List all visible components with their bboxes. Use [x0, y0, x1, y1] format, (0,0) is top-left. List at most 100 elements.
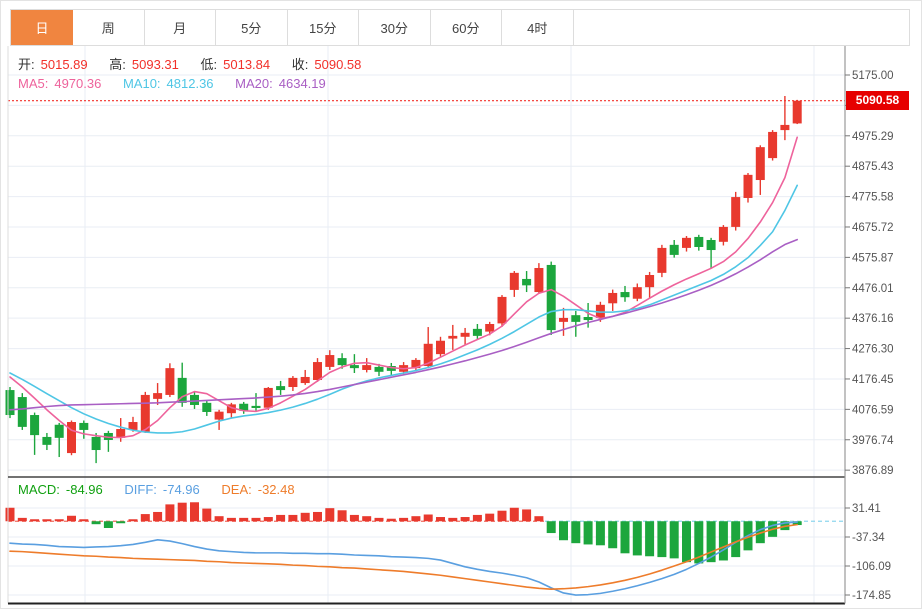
macd-histogram-bar — [497, 510, 507, 522]
tab-日[interactable]: 日 — [11, 10, 73, 45]
tab-4时[interactable]: 4时 — [502, 10, 574, 45]
ohlc-readout: 开: 5015.89 高: 5093.31 低: 5013.84 收: 5090.58 — [18, 54, 367, 73]
tab-周[interactable]: 周 — [73, 10, 145, 45]
macd-histogram-bar — [718, 521, 728, 561]
candle-body — [337, 358, 347, 366]
candle-body — [669, 244, 679, 255]
candle-body — [645, 274, 655, 288]
candle-body — [768, 131, 778, 159]
candle-body — [472, 328, 482, 336]
candle-body — [694, 236, 704, 247]
candle-body — [165, 368, 175, 395]
tab-30分[interactable]: 30分 — [359, 10, 431, 45]
candle-body — [780, 124, 790, 131]
candle-body — [509, 272, 519, 290]
ma20-label: MA20: — [235, 76, 273, 91]
candle-body — [386, 366, 396, 371]
macd-histogram-bar — [706, 521, 716, 563]
macd-histogram-bar — [103, 521, 113, 528]
macd-histogram-bar — [325, 508, 335, 522]
tab-60分[interactable]: 60分 — [431, 10, 502, 45]
macd-histogram-bar — [349, 514, 359, 522]
macd-histogram-bar — [5, 507, 15, 522]
price-tick-label: 3976.74 — [852, 435, 894, 447]
diff-line — [9, 521, 799, 596]
candle-body — [559, 317, 568, 322]
price-tick-label: 4675.72 — [852, 222, 894, 234]
macd-histogram-bar — [472, 514, 482, 522]
candle-body — [546, 264, 556, 331]
candle-body — [620, 292, 630, 298]
last-price-badge: 5090.58 — [846, 91, 909, 110]
price-tick-label: 4875.43 — [852, 161, 894, 173]
macd-readout: MACD: -84.96 DIFF: -74.96 DEA: -32.48 — [18, 482, 301, 497]
macd-histogram-bar — [251, 517, 261, 522]
candle-body — [116, 429, 126, 438]
macd-histogram-bar — [608, 521, 618, 549]
open-label: 开: — [18, 57, 35, 72]
macd-histogram-bar — [485, 513, 495, 522]
macd-histogram-bar — [214, 516, 224, 522]
macd-tick-label: -174.85 — [852, 590, 891, 602]
macd-histogram-bar — [436, 517, 445, 522]
macd-histogram-bar — [632, 521, 642, 556]
macd-tick-label: 31.41 — [852, 503, 881, 515]
candle-body — [79, 422, 89, 430]
macd-histogram-bar — [534, 516, 544, 522]
macd-value: -84.96 — [65, 482, 103, 497]
macd-histogram-bar — [509, 507, 519, 522]
macd-histogram-bar — [91, 521, 101, 525]
candle-body — [718, 226, 728, 242]
candle-body — [349, 365, 359, 369]
tab-5分[interactable]: 5分 — [216, 10, 288, 45]
price-tick-label: 3876.89 — [852, 465, 894, 477]
macd-histogram-bar — [165, 504, 175, 522]
price-tick-label: 4775.58 — [852, 192, 894, 204]
macd-histogram-bar — [128, 519, 138, 522]
close-value: 5090.58 — [314, 57, 362, 72]
candle-body — [792, 100, 802, 124]
candle-body — [657, 247, 667, 273]
tab-月[interactable]: 月 — [145, 10, 216, 45]
candle-body — [226, 404, 236, 414]
candle-body — [423, 343, 433, 367]
macd-tick-label: -37.34 — [852, 532, 885, 544]
candle-body — [755, 147, 765, 181]
candle-body — [583, 317, 593, 321]
close-label: 收: — [291, 57, 309, 72]
tab-15分[interactable]: 15分 — [288, 10, 359, 45]
price-tick-label: 4376.16 — [852, 313, 894, 325]
price-tick-label: 4476.01 — [852, 283, 894, 295]
macd-histogram-bar — [313, 511, 322, 522]
price-tick-label: 5175.00 — [852, 70, 894, 82]
macd-histogram-bar — [202, 508, 212, 522]
macd-histogram-bar — [17, 517, 27, 522]
macd-histogram-bar — [263, 517, 273, 522]
candle-body — [522, 278, 532, 286]
macd-histogram-bar — [620, 521, 630, 554]
macd-histogram-bar — [559, 521, 568, 541]
candle-body — [300, 376, 310, 384]
price-tick-label: 4176.45 — [852, 374, 894, 386]
candle-body — [374, 366, 384, 372]
diff-label: DIFF: — [124, 482, 157, 497]
candle-body — [17, 397, 27, 427]
macd-histogram-bar — [694, 521, 704, 564]
price-tick-label: 4975.29 — [852, 131, 894, 143]
candle-body — [448, 335, 458, 339]
price-tick-label: 4076.59 — [852, 404, 894, 416]
candle-body — [497, 296, 507, 324]
tab-bar-spacer — [574, 10, 910, 45]
high-label: 高: — [109, 57, 126, 72]
diff-value: -74.96 — [162, 482, 200, 497]
macd-histogram-bar — [79, 519, 89, 522]
candle-body — [67, 422, 76, 454]
candle-body — [276, 386, 286, 391]
ma10-value: 4812.36 — [166, 76, 214, 91]
macd-histogram-bar — [546, 521, 556, 534]
macd-histogram-bar — [571, 521, 581, 544]
macd-histogram-bar — [755, 521, 765, 544]
macd-histogram-bar — [423, 514, 433, 522]
candle-body — [5, 390, 15, 416]
